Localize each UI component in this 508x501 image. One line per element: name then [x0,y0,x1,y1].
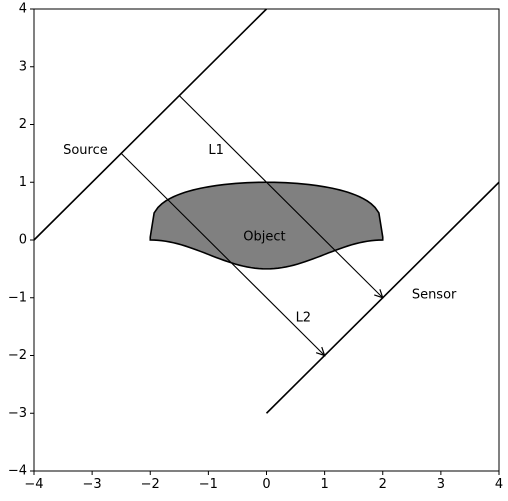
x-tick-label: 3 [437,477,445,492]
x-tick-label: 0 [262,477,270,492]
x-tick-label: 2 [379,477,387,492]
annotation-sensor: Sensor [412,287,457,302]
x-tick-label: −3 [83,477,102,492]
y-tick-label: 3 [19,59,27,74]
source-line [33,8,268,241]
annotation-source: Source [63,143,108,158]
x-tick-label: 4 [495,477,503,492]
ray-l1 [178,95,382,298]
y-tick-label: 1 [19,175,27,190]
annotation-object: Object [243,230,285,245]
y-tick-label: 0 [19,233,27,248]
x-tick-label: −4 [24,477,43,492]
object-shape [149,181,384,270]
y-tick-label: −2 [8,348,27,363]
y-tick-label: −1 [8,290,27,305]
annotation-l2: L2 [296,310,312,325]
y-tick-label: 2 [19,117,27,132]
annotation-l1: L1 [208,143,224,158]
x-tick-label: −2 [141,477,160,492]
ray-l2 [120,152,324,355]
x-tick-label: 1 [320,477,328,492]
marks-layer: Source Sensor Object L1 L2 [33,8,500,414]
x-tick-label: −1 [199,477,218,492]
ticks-layer: −4 −3 −2 −1 0 1 2 3 4 −4 −3 −2 −1 0 1 2 3 4 [8,2,503,493]
y-tick-label: −3 [8,406,27,421]
y-tick-label: 4 [19,2,27,17]
y-tick-label: −4 [8,464,27,479]
